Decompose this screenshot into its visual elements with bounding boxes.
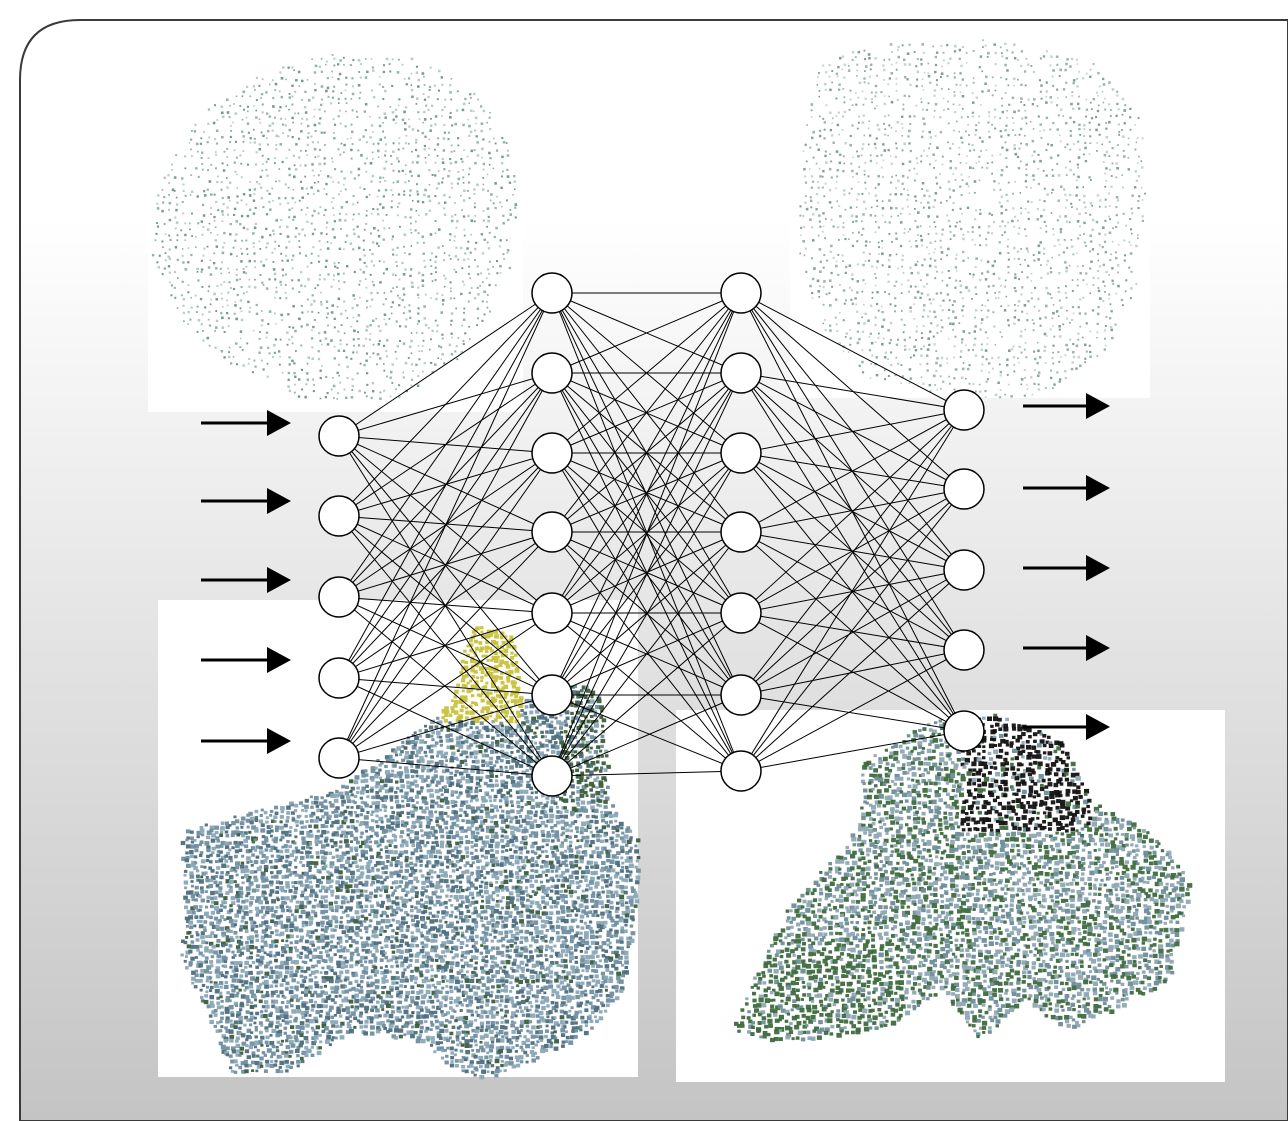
layer-3-node-2 bbox=[720, 352, 762, 394]
connection-line bbox=[551, 292, 742, 777]
layer-4-node-2 bbox=[943, 468, 985, 510]
layer-2-node-6 bbox=[531, 674, 573, 716]
layer-1-node-4 bbox=[318, 657, 360, 699]
connection-line bbox=[551, 292, 742, 454]
layer-1-node-2 bbox=[318, 495, 360, 537]
point-cloud-top-left bbox=[151, 54, 518, 400]
connection-line bbox=[551, 531, 742, 777]
output-arrow bbox=[1023, 635, 1110, 661]
layer-3-node-4 bbox=[720, 511, 762, 553]
connection-line bbox=[551, 770, 742, 777]
connection-line bbox=[551, 452, 742, 614]
connection-line bbox=[338, 757, 553, 777]
connection-line bbox=[338, 612, 553, 759]
input-arrow bbox=[201, 728, 291, 754]
layer-2-node-7 bbox=[531, 755, 573, 797]
output-arrow bbox=[1023, 714, 1110, 740]
connection-line bbox=[740, 612, 965, 651]
connection-line bbox=[551, 292, 742, 614]
connection-line bbox=[740, 488, 965, 772]
connection-line bbox=[338, 531, 553, 759]
layer-1-node-5 bbox=[318, 737, 360, 779]
connection-line bbox=[740, 649, 965, 772]
layer-3-node-7 bbox=[720, 750, 762, 792]
connection-line bbox=[740, 409, 965, 454]
layer-2-node-4 bbox=[531, 511, 573, 553]
connection-line bbox=[338, 292, 553, 517]
connection-line bbox=[740, 488, 965, 696]
network-nodes bbox=[318, 272, 985, 797]
connection-line bbox=[551, 292, 742, 374]
output-arrow bbox=[1023, 393, 1110, 419]
layer-1-node-1 bbox=[318, 415, 360, 457]
network-connections bbox=[338, 292, 965, 777]
connection-line bbox=[338, 372, 553, 759]
layer-4-node-5 bbox=[943, 710, 985, 752]
connection-line bbox=[551, 292, 742, 696]
input-arrow bbox=[201, 567, 291, 593]
layer-1-node-3 bbox=[318, 576, 360, 618]
connection-line bbox=[740, 372, 965, 411]
connection-line bbox=[740, 488, 965, 533]
output-arrow bbox=[1023, 475, 1110, 501]
connection-line bbox=[551, 531, 742, 696]
layer-4-node-4 bbox=[943, 629, 985, 671]
connection-line bbox=[740, 409, 965, 614]
layer-3-node-1 bbox=[720, 272, 762, 314]
layer-2-node-3 bbox=[531, 432, 573, 474]
connection-line bbox=[551, 694, 742, 777]
layer-3-node-3 bbox=[720, 432, 762, 474]
connection-line bbox=[740, 409, 965, 772]
layer-3-node-5 bbox=[720, 592, 762, 634]
connection-line bbox=[740, 694, 965, 732]
connection-line bbox=[551, 372, 742, 777]
layer-2-node-2 bbox=[531, 352, 573, 394]
cloud-panel-top-right bbox=[790, 32, 1150, 398]
point-cloud-top-right bbox=[799, 39, 1146, 400]
connection-line bbox=[338, 452, 553, 759]
point-cloud-bottom-right bbox=[734, 713, 1193, 1043]
layer-2-node-5 bbox=[531, 592, 573, 634]
connection-line bbox=[338, 292, 553, 598]
connection-line bbox=[338, 292, 553, 437]
connection-line bbox=[338, 292, 553, 679]
connection-line bbox=[338, 694, 553, 759]
input-arrow bbox=[201, 410, 291, 436]
connection-line bbox=[740, 569, 965, 772]
connection-line bbox=[740, 488, 965, 614]
layer-3-node-6 bbox=[720, 674, 762, 716]
connection-line bbox=[338, 515, 553, 533]
connection-line bbox=[740, 730, 965, 772]
connection-line bbox=[551, 531, 742, 772]
output-arrows bbox=[1023, 393, 1110, 740]
connection-line bbox=[740, 569, 965, 696]
connection-line bbox=[551, 292, 742, 533]
input-arrow bbox=[201, 488, 291, 514]
connection-line bbox=[338, 292, 553, 759]
connection-line bbox=[551, 612, 742, 772]
connection-line bbox=[551, 531, 742, 614]
layer-4-node-3 bbox=[943, 549, 985, 591]
connection-line bbox=[740, 649, 965, 696]
input-arrow bbox=[201, 647, 291, 673]
connection-line bbox=[740, 409, 965, 533]
connection-line bbox=[740, 292, 965, 411]
layer-2-node-1 bbox=[531, 272, 573, 314]
output-arrow bbox=[1023, 555, 1110, 581]
connection-line bbox=[551, 452, 742, 777]
connection-line bbox=[551, 612, 742, 777]
input-arrows bbox=[201, 410, 291, 754]
layer-4-node-1 bbox=[943, 389, 985, 431]
connection-line bbox=[740, 409, 965, 696]
